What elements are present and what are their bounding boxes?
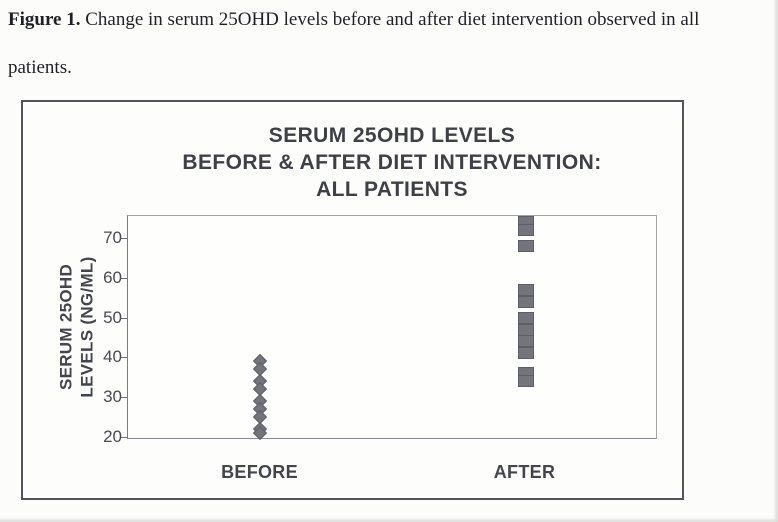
data-point-after (518, 239, 534, 252)
figure-caption-label: Figure 1. (8, 9, 81, 30)
y-tick-mark (121, 277, 127, 279)
y-tick-label: 40 (103, 347, 122, 367)
y-tick-label: 50 (103, 307, 122, 327)
scan-edge-bottom (0, 517, 778, 522)
y-tick-mark (121, 357, 127, 359)
data-point-after (518, 295, 534, 308)
data-point-after (518, 375, 534, 388)
y-tick-mark (121, 317, 127, 319)
data-point-after (518, 283, 534, 296)
x-category-label-before: BEFORE (221, 462, 298, 482)
plot-area (127, 215, 657, 439)
chart-title-line-3: ALL PATIENTS (316, 178, 468, 201)
chart-title-line-1: SERUM 25OHD LEVELS (268, 124, 516, 147)
x-category-label-after: AFTER (493, 462, 556, 482)
y-tick-label: 70 (103, 228, 122, 247)
y-tick-label: 20 (103, 427, 122, 446)
y-tick-label: 60 (103, 267, 122, 287)
data-point-after (518, 224, 534, 237)
chart-title-line-2: BEFORE & AFTER DIET INTERVENTION: (182, 151, 602, 174)
data-point-after (518, 311, 534, 324)
y-axis-title-line-1: SERUM 25OHD (57, 263, 77, 391)
y-tick-mark (121, 437, 127, 438)
figure-caption-text: Change in serum 25OHD levels before and … (80, 9, 700, 30)
y-tick-mark (121, 238, 127, 239)
data-point-after (518, 335, 534, 348)
chart-canvas: SERUM 25OHD LEVELS BEFORE & AFTER DIET I… (23, 102, 682, 498)
figure-caption-line2: patients. (8, 57, 72, 78)
figure-caption-line1: Figure 1. Change in serum 25OHD levels b… (8, 8, 699, 32)
scan-edge-right (773, 0, 778, 522)
y-tick-mark (121, 397, 127, 399)
data-point-after (518, 323, 534, 336)
figure-1-chart: SERUM 25OHD LEVELS BEFORE & AFTER DIET I… (21, 100, 684, 500)
data-point-after (518, 347, 534, 360)
chart-title: SERUM 25OHD LEVELS BEFORE & AFTER DIET I… (127, 122, 657, 203)
y-tick-label: 30 (103, 387, 122, 407)
